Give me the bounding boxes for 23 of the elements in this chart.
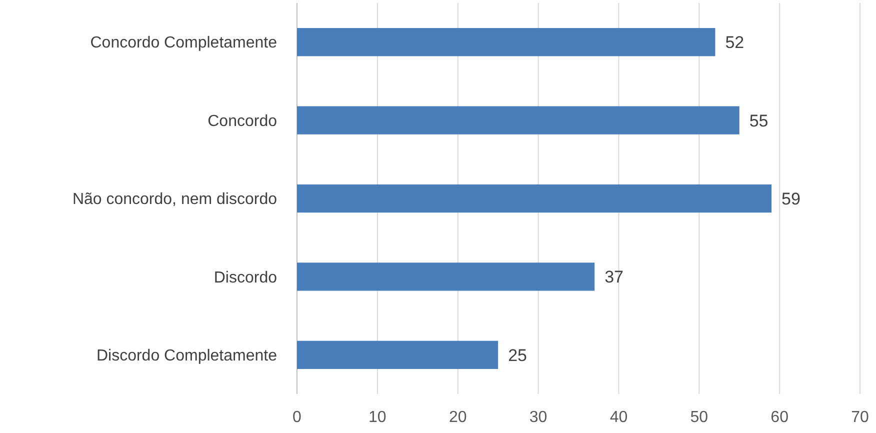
- x-tick-label: 40: [610, 409, 628, 426]
- bar: [297, 262, 595, 291]
- bar: [297, 28, 716, 56]
- x-tick-label: 0: [292, 409, 302, 426]
- data-label: 59: [782, 189, 800, 208]
- y-tick-label: Discordo: [214, 269, 278, 286]
- y-tick-label: Concordo Completamente: [90, 34, 278, 52]
- y-tick-label: Não concordo, nem discordo: [72, 191, 278, 208]
- data-label: 55: [749, 111, 768, 130]
- x-tick-label: 50: [690, 409, 708, 426]
- x-tick-label: 10: [368, 409, 386, 426]
- x-tick-label: 60: [770, 409, 789, 426]
- data-label: 37: [604, 268, 624, 287]
- bar: [297, 340, 498, 369]
- bar: [297, 106, 740, 134]
- x-tick-label: 20: [448, 409, 467, 426]
- y-tick-label: Discordo Completamente: [96, 348, 278, 364]
- y-tick-label: Concordo: [208, 112, 278, 130]
- x-tick-label: 70: [851, 409, 869, 426]
- x-tick-label: 30: [529, 409, 548, 426]
- data-label: 52: [725, 33, 744, 52]
- bar: [297, 184, 772, 213]
- data-label: 25: [508, 346, 527, 365]
